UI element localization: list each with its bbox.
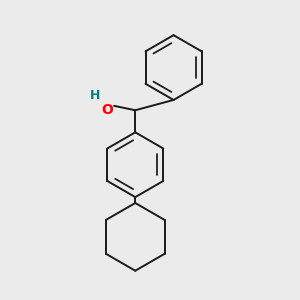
Text: O: O — [101, 103, 113, 117]
Text: H: H — [90, 89, 101, 102]
